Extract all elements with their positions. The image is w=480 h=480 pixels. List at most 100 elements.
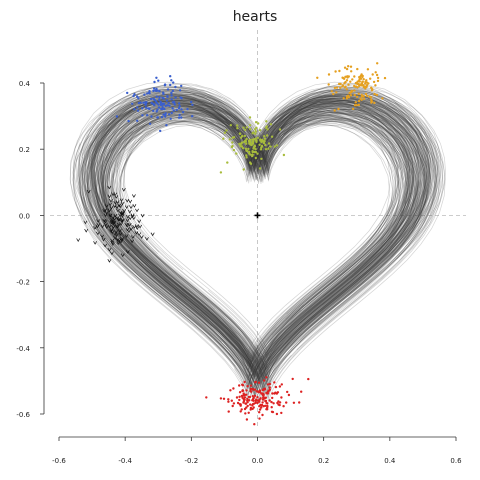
series-1-point [360, 93, 363, 97]
series-1-point [347, 75, 350, 78]
trail-path [90, 104, 411, 381]
trail-path [131, 101, 437, 391]
trail-path [86, 99, 425, 391]
series-3-point [93, 226, 97, 230]
series-2-point [264, 143, 267, 147]
series-0-point [161, 106, 164, 109]
series-1-point [356, 82, 360, 86]
series-4-point [274, 385, 278, 389]
trail-path [96, 90, 430, 377]
trail-path [91, 93, 427, 381]
trail-path [104, 106, 425, 345]
series-3-point [76, 238, 81, 243]
series-0-point [173, 103, 176, 106]
series-3-point [116, 222, 121, 227]
series-4-point [270, 400, 273, 404]
trail-path [102, 115, 366, 373]
series-1-point [344, 80, 347, 84]
series-2-point [219, 171, 223, 174]
trail-path [100, 99, 434, 386]
series-0-point [148, 90, 151, 93]
series-4-point [232, 402, 236, 405]
series-1-point [364, 87, 367, 90]
trail-path [111, 112, 412, 310]
series-0-point [170, 111, 173, 115]
series-4-point [245, 389, 248, 392]
trail-path [83, 95, 420, 385]
series-1-point [356, 67, 359, 71]
series-4-point [256, 390, 260, 393]
trail-path [102, 108, 425, 359]
series-2-point [232, 148, 236, 152]
series-2-point [222, 137, 225, 140]
trail-path [90, 91, 443, 394]
series-4-point [258, 400, 261, 403]
trail-path [121, 114, 409, 362]
series-3-point [84, 228, 89, 233]
series-2-point [238, 132, 242, 136]
series-2-point [265, 120, 268, 123]
series-2-point [242, 168, 245, 171]
series-4-point [261, 393, 265, 397]
series-3-point [127, 209, 132, 214]
series-1-point [333, 86, 337, 90]
trail-path [100, 105, 414, 374]
series-0-point [131, 102, 134, 106]
trail-path [87, 90, 441, 394]
trail-path [159, 113, 417, 375]
series-4-point [292, 401, 296, 404]
trail-path [108, 114, 397, 362]
trail-path [97, 102, 411, 371]
series-3-point [117, 229, 122, 233]
series-0-point [177, 107, 181, 110]
series-0-point [174, 85, 177, 89]
series-0-point [169, 117, 172, 121]
series-3-point [129, 227, 134, 231]
series-2-point [269, 145, 272, 148]
trail-path [105, 101, 416, 390]
series-1-point [369, 77, 372, 80]
series-3-point [125, 214, 130, 219]
trail-path [83, 103, 413, 386]
series-1-point [327, 83, 330, 86]
trail-path [99, 92, 430, 273]
series-1-point [335, 86, 339, 89]
series-2-point [245, 142, 248, 145]
series-0-point [180, 84, 183, 88]
trail-path [87, 112, 407, 386]
series-0-point [178, 89, 182, 92]
series-4-point [300, 390, 303, 393]
series-0-point [175, 108, 178, 112]
trail-path [112, 107, 409, 362]
series-4-point [243, 380, 246, 384]
series-1-point [350, 70, 353, 73]
series-3-point [135, 208, 139, 213]
series-0-point [150, 97, 153, 101]
trail-path [82, 95, 422, 390]
series-4-point [256, 401, 259, 405]
series-2-point [245, 126, 248, 129]
series-1-point [353, 104, 357, 107]
series-4-point [256, 396, 259, 399]
series-0-point [158, 90, 161, 93]
trail-path [100, 108, 428, 390]
series-4-point [276, 401, 279, 405]
trail-path [95, 105, 399, 367]
series-3-point [120, 201, 125, 206]
series-0-point [152, 87, 156, 90]
series-1-point [366, 94, 369, 98]
series-3-point [119, 198, 124, 203]
axes: -0.6 -0.4 -0.2 0.0 0.2 0.4 0.6 -0.6 -0.4 -0.2 0.0 0… [16, 80, 462, 465]
trail-path [93, 98, 408, 369]
series-1-point [338, 69, 341, 73]
trail-path [94, 105, 420, 386]
series-4-point [251, 387, 254, 391]
series-4-point [266, 383, 270, 386]
series-4-point [240, 408, 243, 411]
trail-path [105, 99, 415, 365]
trail-path [98, 112, 414, 383]
series-1-point [370, 101, 373, 104]
series-2-point [249, 153, 252, 156]
series-4-point [238, 391, 242, 394]
series-2-point [223, 131, 227, 134]
